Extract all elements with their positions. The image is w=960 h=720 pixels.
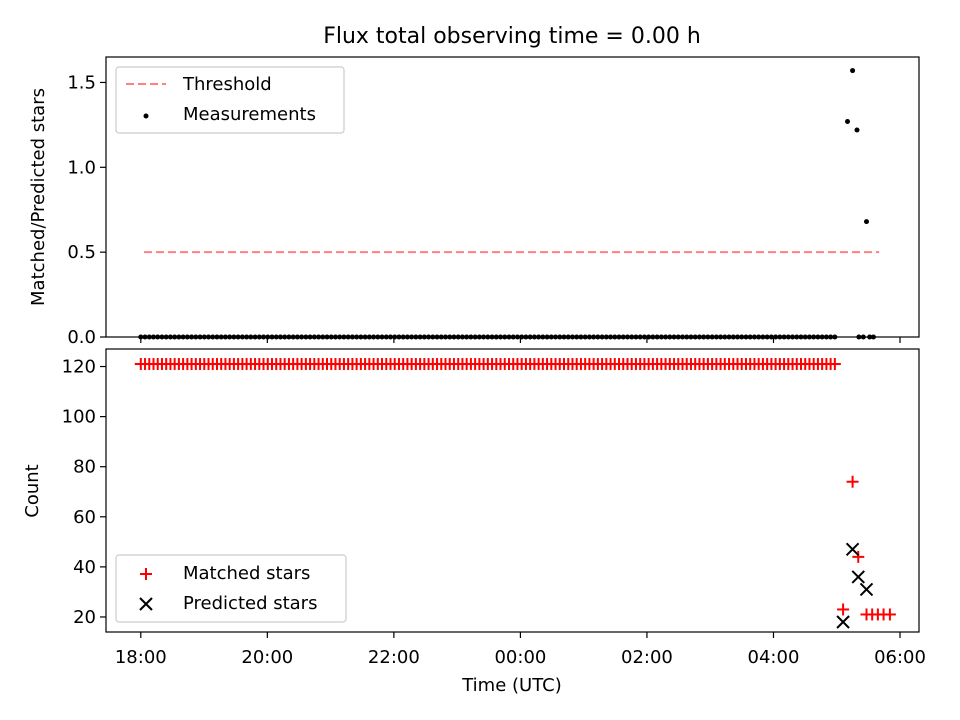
top-ytick-label: 1.5: [67, 72, 96, 93]
matched-star-point: [828, 358, 841, 371]
predicted-star-point: [851, 570, 865, 584]
predicted-star-point: [845, 542, 860, 557]
legend-threshold-label: Threshold: [182, 74, 272, 95]
top-legend-box: [115, 66, 345, 134]
measurement-point: [850, 68, 856, 74]
bottom-xtick-label: 20:00: [241, 647, 293, 668]
bottom-ticks: 20 40 60 80 100 120 18:00 20:00 22:00 00:00 02:00 0…: [62, 357, 926, 668]
matched-star-point: [883, 608, 896, 621]
matched-star-point: [846, 475, 859, 488]
predicted-star-point: [836, 615, 850, 629]
bottom-ytick-label: 20: [73, 607, 96, 628]
bottom-xtick-label: 00:00: [494, 647, 546, 668]
bottom-ytick-label: 40: [73, 557, 96, 578]
matched-star-point: [837, 603, 850, 616]
measurement-point: [854, 127, 860, 133]
bottom-xtick-label: 06:00: [874, 647, 926, 668]
measurement-point: [845, 118, 851, 124]
bottom-xtick-label: 02:00: [621, 647, 673, 668]
matched-star-point: [852, 550, 865, 563]
predicted-star-point: [859, 582, 874, 597]
bottom-ytick-label: 60: [73, 507, 96, 528]
bottom-xtick-label: 04:00: [748, 647, 800, 668]
bottom-marks: [134, 358, 896, 629]
bottom-panel: 20 40 60 80 100 120 18:00 20:00 22:00 00:00 02:00 0…: [22, 348, 926, 696]
top-ytick-label: 0.5: [67, 242, 96, 263]
legend-matched-marker: [140, 568, 152, 580]
measurement-point: [863, 219, 869, 225]
top-ytick-label: 1.0: [67, 157, 96, 178]
legend-measurements-label: Measurements: [183, 104, 316, 125]
chart-title: Flux total observing time = 0.00 h: [323, 24, 701, 49]
legend-measurements-marker: [143, 113, 149, 119]
top-legend: Threshold Measurements: [115, 66, 345, 134]
legend-matched-label: Matched stars: [183, 563, 310, 584]
bottom-ytick-label: 120: [62, 357, 96, 378]
bottom-xtick-label: 22:00: [368, 647, 420, 668]
top-panel: 0.0 0.5 1.0 1.5 Matched/Predicted stars Thr…: [28, 56, 920, 348]
bottom-ylabel: Count: [22, 464, 43, 517]
bottom-panel-frame: [105, 348, 920, 633]
top-ylabel: Matched/Predicted stars: [28, 88, 49, 306]
bottom-ytick-label: 100: [62, 407, 96, 428]
bottom-ytick-label: 80: [73, 457, 96, 478]
bottom-legend: Matched stars Predicted stars: [115, 554, 347, 623]
bottom-xtick-label: 18:00: [115, 647, 167, 668]
top-panel-frame: [105, 56, 920, 338]
legend-predicted-marker: [139, 597, 153, 611]
top-ticks: 0.0 0.5 1.0 1.5: [67, 72, 901, 348]
legend-predicted-label: Predicted stars: [183, 593, 317, 614]
bottom-legend-box: [115, 554, 347, 623]
top-ytick-label: 0.0: [67, 327, 96, 348]
bottom-xlabel: Time (UTC): [461, 675, 562, 696]
